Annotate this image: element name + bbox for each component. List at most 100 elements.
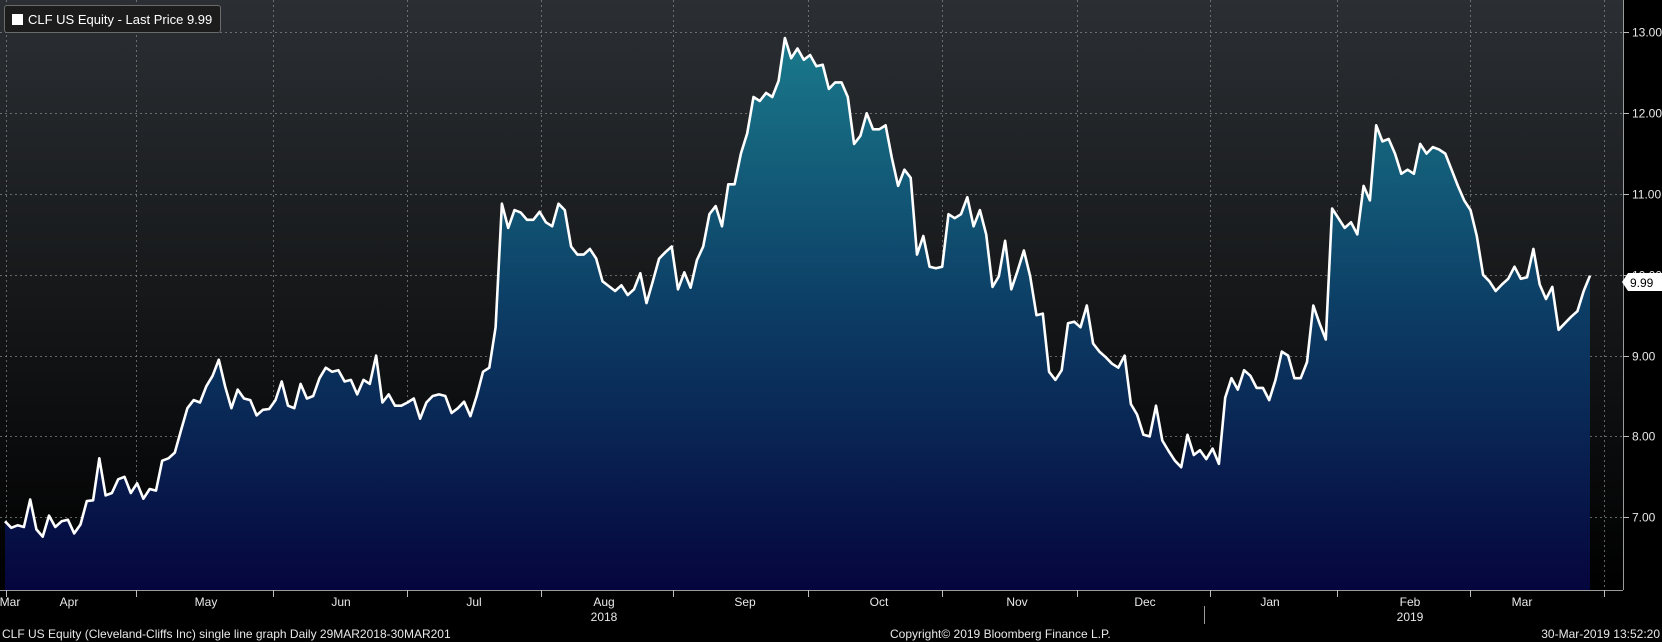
price-point [362,379,364,381]
price-point [1400,173,1402,175]
price-point [1211,447,1213,449]
price-point [828,88,830,90]
price-point [1079,326,1081,328]
x-tick-label: May [195,595,218,609]
year-labels: 2018 2019 [591,610,1424,624]
price-point [1413,173,1415,175]
price-point [620,284,622,286]
price-point [627,294,629,296]
chart-legend[interactable]: CLF US Equity - Last Price 9.99 [4,5,222,33]
price-point [1570,316,1572,318]
price-point [180,429,182,431]
price-point [1583,290,1585,292]
price-point [771,96,773,98]
price-point [1262,387,1264,389]
price-point [1010,288,1012,290]
price-point [513,209,515,211]
price-point [507,227,509,229]
price-point [608,285,610,287]
price-point [972,225,974,227]
price-point [803,59,805,61]
price-point [1205,458,1207,460]
price-point [1419,143,1421,145]
price-point [891,156,893,158]
price-point [1067,322,1069,324]
price-point [136,482,138,484]
year-label: 2018 [591,610,618,624]
timestamp: 30-Mar-2019 13:52:20 [1541,627,1660,641]
price-point [104,494,106,496]
price-point [1513,266,1515,268]
price-point [1551,286,1553,288]
price-point [1287,354,1289,356]
price-point [1249,375,1251,377]
price-point [1394,152,1396,154]
price-point [1312,304,1314,306]
price-point [211,375,213,377]
price-point [796,47,798,49]
price-point [696,259,698,261]
price-point [1023,249,1025,251]
price-point [520,211,522,213]
price-point [494,326,496,328]
x-tick-label: Oct [870,595,889,609]
price-point [394,405,396,407]
price-point [1035,314,1037,316]
price-point [928,266,930,268]
x-tick-label: Mar [0,595,20,609]
price-point [111,492,113,494]
price-point [1161,439,1163,441]
y-tick-label: 12.00 [1632,107,1662,121]
price-point [1507,278,1509,280]
price-point [834,81,836,83]
price-point [903,169,905,171]
price-point [1268,399,1270,401]
price-point [922,235,924,237]
price-point [1375,124,1377,126]
price-point [1520,278,1522,280]
price-point [1293,377,1295,379]
price-point [1029,275,1031,277]
price-point [255,414,257,416]
price-point [1237,388,1239,390]
price-point [337,369,339,371]
price-point [859,135,861,137]
price-point [1281,350,1283,352]
price-point [1532,248,1534,250]
price-point [476,395,478,397]
price-point [1526,276,1528,278]
price-point [23,526,25,528]
legend-swatch [12,13,23,25]
price-point [381,401,383,403]
price-point [73,532,75,534]
price-point [721,225,723,227]
x-tick-label: Jul [466,595,481,609]
price-point [1318,322,1320,324]
price-point [331,371,333,373]
price-point [872,128,874,130]
price-point [1488,280,1490,282]
price-point [991,286,993,288]
price-point [1054,379,1056,381]
price-point [1576,310,1578,312]
price-point [1300,377,1302,379]
x-tick-label: Nov [1006,595,1027,609]
x-tick-label: Feb [1400,595,1421,609]
price-point [614,290,616,292]
price-point [1356,233,1358,235]
price-point [325,367,327,369]
price-point [350,379,352,381]
price-point [400,405,402,407]
price-point [79,523,81,525]
price-point [715,205,717,207]
price-point [1086,304,1088,306]
price-point [1048,371,1050,373]
price-point [1406,169,1408,171]
price-point [444,395,446,397]
price-line [4,36,1592,538]
price-point [1243,369,1245,371]
price-point [809,54,811,56]
price-point [1425,152,1427,154]
price-point [237,388,239,390]
price-point [1255,387,1257,389]
